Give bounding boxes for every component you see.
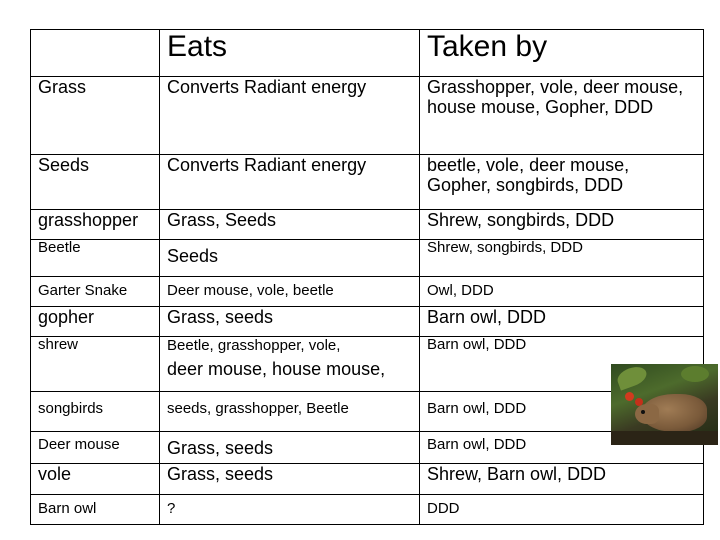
leaf-shape [681, 366, 709, 382]
eats-cell: Grass, seeds [159, 306, 420, 337]
organism-cell: Seeds [30, 154, 160, 210]
taken-by-cell: Shrew, songbirds, DDD [419, 239, 704, 277]
organism-cell: Grass [30, 76, 160, 155]
table-row: Beetle Seeds Shrew, songbirds, DDD [30, 239, 704, 277]
table-row: vole Grass, seeds Shrew, Barn owl, DDD [30, 463, 704, 495]
organism-cell: Deer mouse [30, 431, 160, 464]
ground-shape [611, 431, 718, 445]
organism-cell: Garter Snake [30, 276, 160, 307]
taken-by-cell: DDD [419, 494, 704, 525]
header-row: Eats Taken by [30, 29, 704, 77]
eats-cell: Seeds [159, 239, 420, 277]
eats-cell: Grass, Seeds [159, 209, 420, 240]
header-empty [30, 29, 160, 77]
eats-cell: ? [159, 494, 420, 525]
vole-photo [611, 364, 718, 445]
organism-cell: songbirds [30, 391, 160, 432]
food-web-table: Eats Taken by Grass Converts Radiant ene… [30, 29, 704, 525]
taken-by-cell: Shrew, Barn owl, DDD [419, 463, 704, 495]
eats-cell: Grass, seeds [159, 431, 420, 464]
organism-cell: Beetle [30, 239, 160, 277]
table-row: gopher Grass, seeds Barn owl, DDD [30, 306, 704, 337]
table-row: songbirds seeds, grasshopper, Beetle Bar… [30, 391, 704, 432]
table-row: shrew Beetle, grasshopper, vole, deer mo… [30, 336, 704, 392]
vole-eye [641, 410, 645, 414]
organism-cell: shrew [30, 336, 160, 392]
eats-cell: Beetle, grasshopper, vole, deer mouse, h… [159, 336, 420, 392]
eats-cell: Converts Radiant energy [159, 154, 420, 210]
table-row: Grass Converts Radiant energy Grasshoppe… [30, 76, 704, 155]
organism-cell: vole [30, 463, 160, 495]
organism-cell: grasshopper [30, 209, 160, 240]
taken-by-cell: Barn owl, DDD [419, 306, 704, 337]
table-row: Barn owl ? DDD [30, 494, 704, 525]
taken-by-cell: Owl, DDD [419, 276, 704, 307]
eats-cell: Grass, seeds [159, 463, 420, 495]
header-eats: Eats [159, 29, 420, 77]
berry-shape [625, 392, 634, 401]
taken-by-cell: beetle, vole, deer mouse, Gopher, songbi… [419, 154, 704, 210]
header-taken-by: Taken by [419, 29, 704, 77]
vole-head [635, 404, 659, 424]
table-row: Seeds Converts Radiant energy beetle, vo… [30, 154, 704, 210]
berry-shape [635, 398, 643, 406]
table-row: Deer mouse Grass, seeds Barn owl, DDD [30, 431, 704, 464]
eats-text-line1: Beetle, grasshopper, vole, [167, 337, 341, 354]
eats-text-line2: deer mouse, house mouse, [167, 358, 386, 379]
eats-cell: seeds, grasshopper, Beetle [159, 391, 420, 432]
taken-by-cell: Shrew, songbirds, DDD [419, 209, 704, 240]
table-row: grasshopper Grass, Seeds Shrew, songbird… [30, 209, 704, 240]
organism-cell: gopher [30, 306, 160, 337]
organism-cell: Barn owl [30, 494, 160, 525]
table-row: Garter Snake Deer mouse, vole, beetle Ow… [30, 276, 704, 307]
leaf-shape [614, 364, 650, 391]
eats-cell: Converts Radiant energy [159, 76, 420, 155]
taken-by-cell: Grasshopper, vole, deer mouse, house mou… [419, 76, 704, 155]
eats-cell: Deer mouse, vole, beetle [159, 276, 420, 307]
